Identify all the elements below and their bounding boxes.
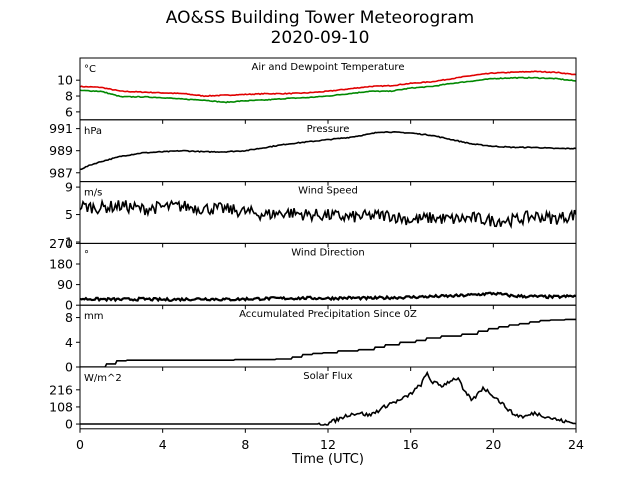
y-tick-label: 0	[65, 298, 73, 313]
y-tick-label: 1	[65, 235, 73, 250]
y-tick-label: 270	[49, 236, 73, 251]
x-tick-label: 24	[568, 437, 584, 452]
y-tick-label: 989	[49, 143, 73, 158]
panel-title: Pressure	[307, 124, 350, 135]
figure-date: 2020-09-10	[270, 28, 370, 48]
y-tick-label: 991	[49, 121, 73, 136]
x-tick-label: 4	[159, 437, 167, 452]
y-tick-label: 216	[49, 382, 73, 397]
panel-title: Wind Speed	[298, 186, 358, 197]
y-tick-label: 0	[65, 360, 73, 375]
panel-unit-label: °C	[84, 64, 96, 75]
panel-title: Solar Flux	[303, 371, 353, 382]
x-tick-label: 0	[76, 437, 84, 452]
y-tick-label: 987	[49, 165, 73, 180]
x-tick-label: 8	[241, 437, 249, 452]
y-tick-label: 8	[65, 310, 73, 325]
panel-unit-label: mm	[84, 311, 103, 322]
x-tick-label: 16	[403, 437, 419, 452]
panel-title: Air and Dewpoint Temperature	[252, 62, 405, 73]
panel-unit-label: hPa	[84, 126, 102, 137]
series-line-1-0	[80, 130, 576, 171]
panel-unit-label: °	[84, 249, 89, 260]
y-tick-label: 5	[65, 207, 73, 222]
y-tick-label: 8	[65, 89, 73, 104]
panel-title: Accumulated Precipitation Since 0Z	[239, 309, 417, 320]
series-line-0-0	[80, 70, 576, 98]
series-line-3-0	[80, 291, 576, 303]
panel-title: Wind Direction	[291, 247, 365, 258]
y-tick-label: 180	[49, 257, 73, 272]
y-tick-label: 90	[57, 277, 73, 292]
panel-unit-label: m/s	[84, 188, 102, 199]
figure-title: AO&SS Building Tower Meteorogram	[165, 8, 475, 28]
panel-unit-label: W/m^2	[84, 373, 122, 384]
series-line-0-1	[80, 76, 576, 104]
y-tick-label: 0	[65, 417, 73, 432]
x-axis-label: Time (UTC)	[292, 452, 364, 467]
x-tick-label: 12	[320, 437, 336, 452]
series-line-4-0	[80, 318, 576, 368]
y-tick-label: 4	[65, 335, 73, 350]
y-tick-label: 10	[57, 73, 73, 88]
series-line-5-0	[80, 370, 576, 426]
x-tick-label: 20	[485, 437, 501, 452]
y-tick-label: 6	[65, 104, 73, 119]
series-line-2-0	[80, 198, 576, 230]
y-tick-label: 9	[65, 180, 73, 195]
y-tick-label: 108	[49, 399, 73, 414]
